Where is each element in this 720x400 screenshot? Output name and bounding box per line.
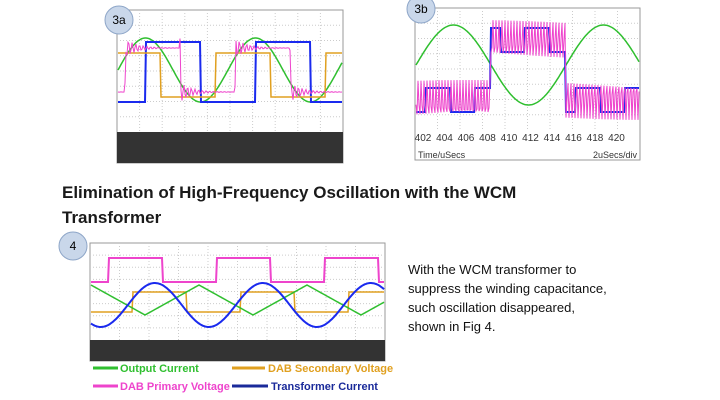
status-bar <box>117 132 343 163</box>
legend-label: Transformer Current <box>271 381 378 393</box>
x-tick-label: 416 <box>565 133 582 144</box>
paragraph-line: suppress the winding capacitance, <box>408 281 607 296</box>
x-tick-label: 406 <box>458 133 475 144</box>
legend-label: DAB Primary Voltage <box>120 381 230 393</box>
waveform <box>91 257 384 283</box>
scale-label: 2uSecs/div <box>593 150 638 160</box>
x-tick-label: 412 <box>522 133 539 144</box>
waveforms <box>90 257 385 328</box>
grid <box>117 10 343 132</box>
x-tick-label: 402 <box>415 133 432 144</box>
x-tick-labels: 402 404 406 408 410 412 414 416 418 420 <box>415 133 626 144</box>
waveforms <box>117 37 343 103</box>
waveform <box>415 24 640 106</box>
waveform <box>118 52 342 98</box>
waveforms <box>415 20 640 120</box>
badge <box>104 5 134 35</box>
x-tick-label: 404 <box>436 133 453 144</box>
waveform <box>117 38 343 101</box>
badge-label: 3a <box>112 13 126 27</box>
x-tick-label: 414 <box>544 133 561 144</box>
waveform <box>90 284 385 316</box>
paragraph-line: shown in Fig 4. <box>408 319 496 334</box>
status-bar <box>90 340 385 361</box>
legend-label: Output Current <box>120 363 199 375</box>
x-axis-label: Time/uSecs <box>418 150 466 160</box>
waveform <box>415 20 640 120</box>
paragraph-line: such oscillation disappeared, <box>408 300 575 315</box>
x-tick-label: 418 <box>587 133 604 144</box>
paragraph-line: With the WCM transformer to <box>408 262 577 277</box>
x-tick-label: 408 <box>479 133 496 144</box>
legend-label: DAB Secondary Voltage <box>268 363 393 375</box>
badge-label: 4 <box>70 239 77 253</box>
heading: Elimination of High-Frequency Oscillatio… <box>62 183 517 227</box>
x-tick-label: 410 <box>501 133 518 144</box>
badge-label: 3b <box>414 2 428 16</box>
badge <box>406 0 436 24</box>
waveform <box>118 41 342 103</box>
waveform <box>90 282 385 328</box>
paragraph: With the WCM transformer to suppress the … <box>408 260 607 336</box>
badge <box>58 231 88 261</box>
grid <box>415 8 640 130</box>
x-tick-label: 420 <box>608 133 625 144</box>
